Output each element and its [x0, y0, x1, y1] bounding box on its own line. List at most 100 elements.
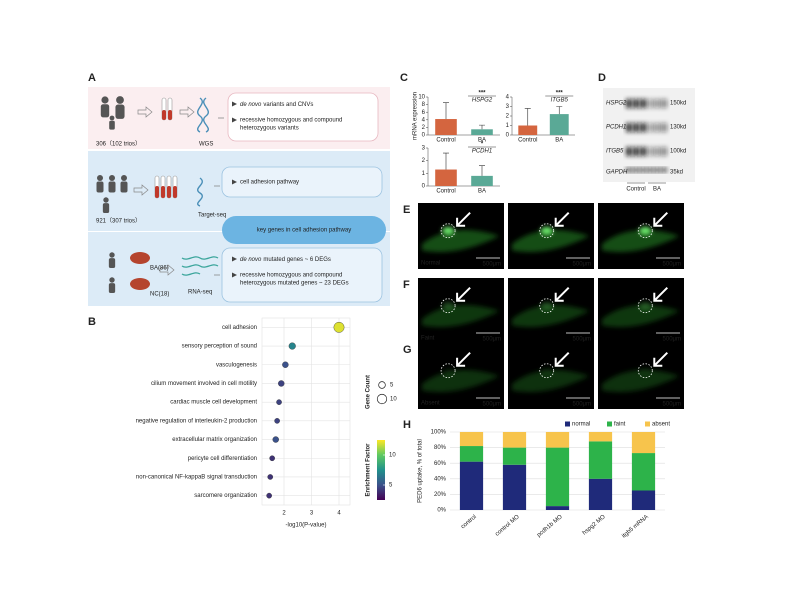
- size-label: 150kd: [670, 101, 686, 107]
- blot-band: [626, 168, 632, 172]
- gene-label: PCDH1: [606, 125, 626, 131]
- dot: [282, 361, 289, 368]
- y-tick-label: 20%: [434, 492, 447, 498]
- flow-arrow: [159, 264, 175, 276]
- error-bar: [556, 106, 563, 115]
- method-label: RNA-seq: [188, 290, 212, 296]
- person-head: [109, 175, 115, 181]
- category-label: cardiac muscle cell development: [170, 400, 257, 406]
- panel-letter: F: [403, 279, 410, 291]
- person-head: [101, 96, 109, 104]
- bar: [435, 119, 457, 135]
- error-bar: [443, 152, 449, 170]
- colorbar: [377, 440, 385, 500]
- finding-text: cell adhesion pathway: [240, 180, 299, 186]
- person-body: [120, 181, 128, 193]
- tube-blood: [162, 110, 166, 120]
- gallbladder-signal: [540, 366, 553, 375]
- bar: [471, 129, 493, 135]
- tube-blood: [173, 186, 177, 198]
- category-label: negative regulation of interleukin-2 pro…: [136, 418, 257, 424]
- finding-rest: mutated genes ~ 6 DEGs: [263, 257, 331, 263]
- key-box: [222, 216, 386, 244]
- larva-body: [512, 369, 590, 393]
- bar: [549, 114, 569, 135]
- dna-icon: [197, 177, 203, 207]
- error-bar: [479, 165, 485, 176]
- gene-label: GAPDH: [606, 170, 628, 176]
- bar-segment: [502, 464, 527, 510]
- size-legend-dot: [378, 381, 386, 389]
- bar-segment: [588, 441, 613, 479]
- y-axis-label: PED6 uptake, % of total: [418, 439, 424, 503]
- larva-body: [422, 304, 500, 328]
- y-tick-label: 0: [422, 133, 426, 139]
- liver-icon: [130, 278, 150, 290]
- larva-body: [602, 369, 680, 393]
- x-axis-label: -log10(P-value): [285, 523, 326, 529]
- finding-text: heterozygous mutated genes ~ 23 DEGs: [240, 281, 349, 287]
- bar-segment: [545, 432, 570, 448]
- legend-swatch: [565, 421, 570, 427]
- person-body: [100, 104, 110, 118]
- region-circle: [440, 223, 456, 239]
- y-tick-label: 0: [506, 133, 510, 139]
- legend-label: faint: [614, 422, 626, 428]
- category-label: non-canonical NF-kappaB signal transduct…: [136, 475, 257, 481]
- pointer-arrow: [456, 212, 471, 227]
- condition-label: Normal: [421, 261, 440, 267]
- error-bar: [443, 102, 449, 120]
- pointer-arrow: [456, 287, 471, 302]
- method-label: Target-seq: [198, 213, 226, 219]
- bar-segment: [588, 478, 613, 510]
- blot-band: [626, 99, 632, 108]
- bar: [471, 175, 493, 186]
- region-circle: [637, 298, 653, 314]
- bullet-arrow: [232, 101, 237, 107]
- person-body: [102, 203, 110, 214]
- category-label: sarcomere organization: [194, 493, 257, 499]
- x-tick-label: 3: [310, 511, 314, 517]
- pointer-arrow: [653, 287, 669, 302]
- blot-band: [626, 147, 632, 156]
- bar-segment: [631, 432, 656, 454]
- person-body: [108, 258, 116, 269]
- y-tick-label: 2: [422, 125, 426, 131]
- y-tick-label: 40%: [434, 476, 447, 482]
- blot-band: [633, 99, 639, 108]
- panel-letter: D: [598, 72, 606, 84]
- significance: *: [481, 142, 484, 148]
- bar-segment: [631, 453, 656, 491]
- panel-letter: C: [400, 72, 408, 84]
- bar-segment: [588, 432, 613, 442]
- y-tick-label: 100%: [431, 430, 447, 436]
- blot-band: [654, 99, 660, 108]
- person-head: [109, 277, 115, 283]
- flow-arrow: [137, 106, 153, 118]
- blot-band: [654, 147, 660, 156]
- blot-band: [647, 99, 653, 108]
- x-tick-label: BA: [478, 189, 486, 195]
- y-tick-label: 0%: [437, 508, 446, 514]
- larva-body: [512, 304, 590, 328]
- scale-label: 500μm: [483, 262, 501, 268]
- category-label: pericyte cell differentiation: [188, 456, 257, 462]
- blot-band: [633, 147, 639, 156]
- person-head: [116, 96, 124, 104]
- dot: [267, 474, 274, 480]
- pointer-arrow: [456, 352, 471, 367]
- y-tick-label: 80%: [434, 445, 447, 451]
- bar-segment: [459, 461, 484, 510]
- plot-area: [261, 317, 351, 506]
- tube-blood: [155, 186, 159, 198]
- gene-label: ITGB5: [551, 98, 569, 104]
- blot-band: [661, 147, 667, 156]
- error-bar: [524, 108, 531, 126]
- method-label: WGS: [199, 142, 213, 148]
- gallbladder-signal: [442, 366, 455, 375]
- dot: [333, 321, 345, 333]
- person-body: [109, 120, 115, 130]
- size-label: 35kd: [670, 170, 683, 176]
- person-head: [97, 175, 103, 181]
